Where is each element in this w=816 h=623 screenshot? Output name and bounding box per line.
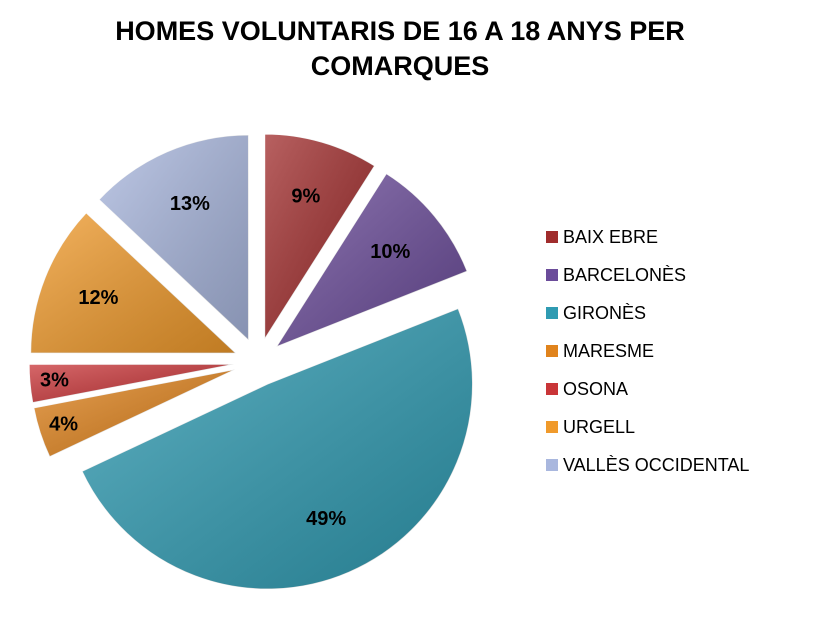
data-label: 3% [40,370,69,392]
legend-label: URGELL [563,417,635,437]
legend-label: BAIX EBRE [563,227,658,247]
legend-label: BARCELONÈS [563,265,686,285]
slice-shade [33,369,236,457]
legend-swatch [546,307,558,319]
legend-label: VALLÈS OCCIDENTAL [563,455,749,475]
chart-title: HOMES VOLUNTARIS DE 16 A 18 ANYS PER COM… [115,16,685,81]
legend-label: MARESME [563,341,654,361]
data-label: 4% [49,413,78,435]
data-label: 9% [291,185,320,207]
slice-shade [30,212,236,354]
legend-swatch [546,345,558,357]
legend-label: GIRONÈS [563,303,646,323]
slice-shade [29,364,235,403]
slice-shade [264,133,375,339]
data-label: 10% [370,241,410,263]
data-label: 12% [78,287,118,309]
legend-swatch [546,383,558,395]
legend-swatch [546,459,558,471]
legend-label: OSONA [563,379,628,399]
legend-swatch [546,269,558,281]
legend-swatch [546,421,558,433]
slice-shade [276,173,468,347]
legend-swatch [546,231,558,243]
data-label: 49% [306,508,346,530]
slice-shade [99,134,249,340]
data-label: 13% [170,193,210,215]
slice-shade [82,308,473,590]
